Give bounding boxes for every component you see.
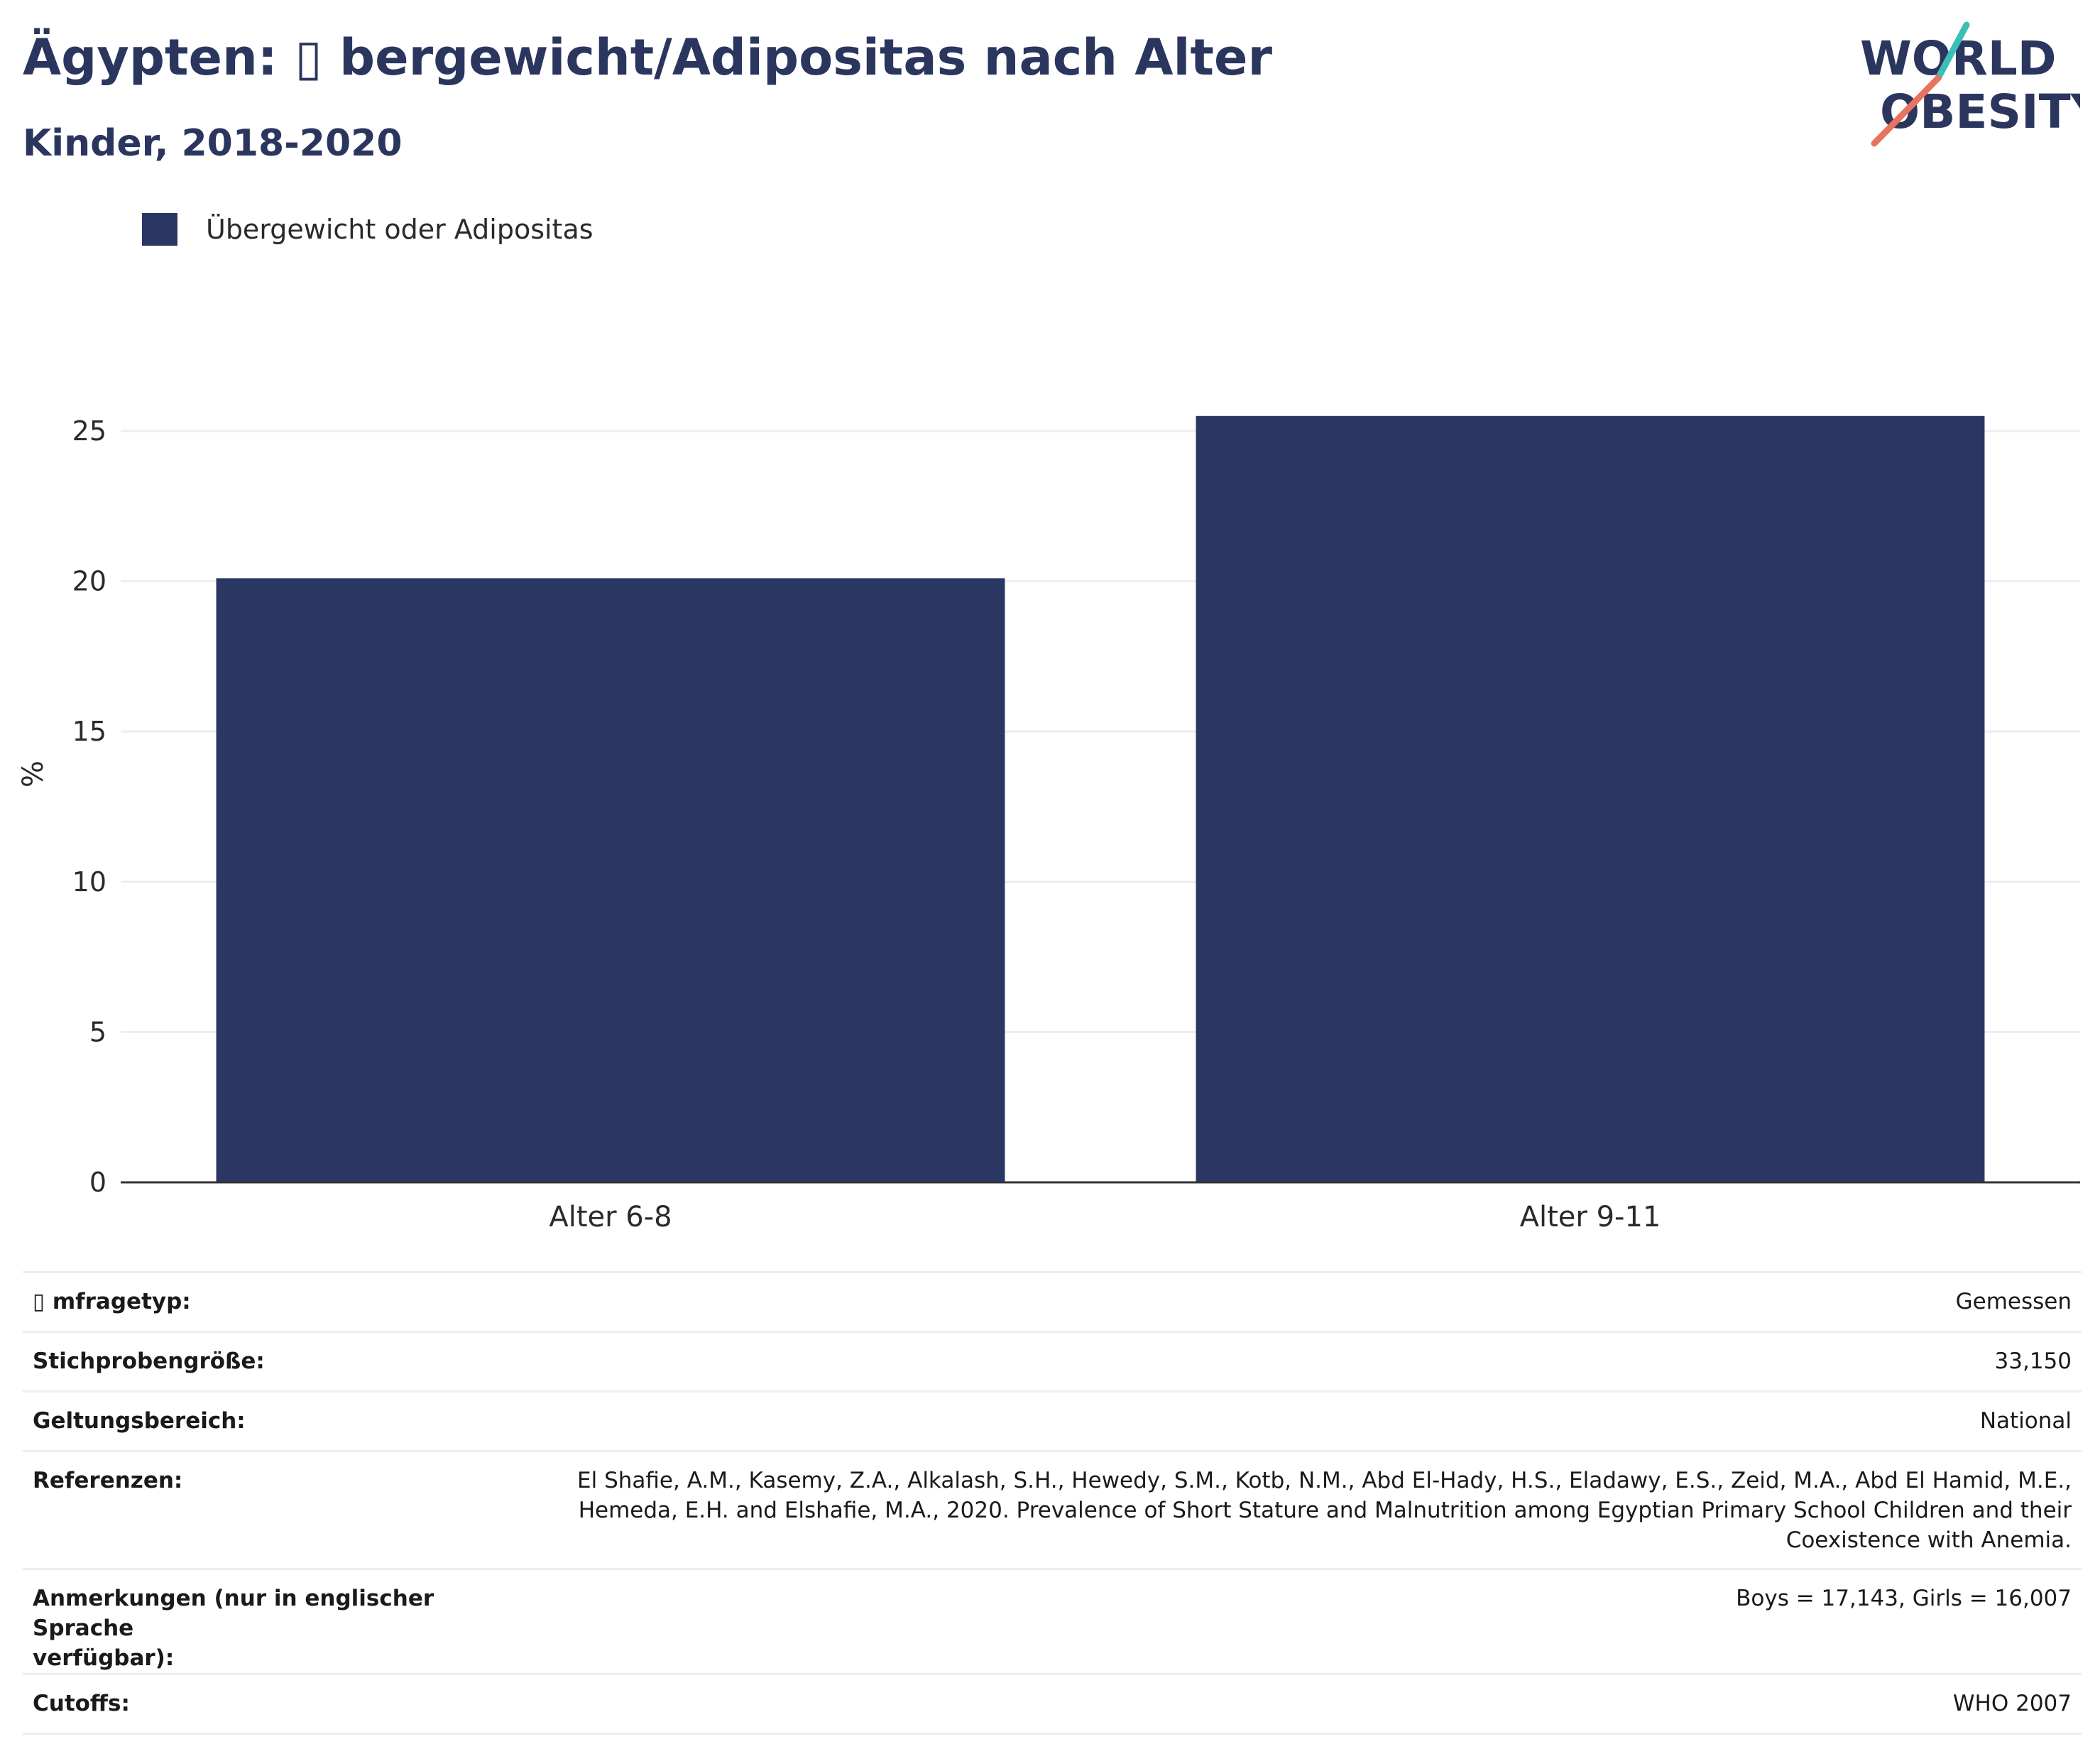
info-value-line: WHO 2007 (1952, 1691, 2072, 1716)
info-key-line: ▯ mfragetyp: (33, 1289, 191, 1314)
info-value-line: Boys = 17,143, Girls = 16,007 (1736, 1586, 2072, 1611)
info-key-line: Anmerkungen (nur in englischer Sprache (33, 1586, 434, 1641)
info-key: Referenzen: (23, 1450, 532, 1569)
page-subtitle: Kinder, 2018-2020 (23, 122, 403, 165)
info-value-line: Hemeda, E.H. and Elshafie, M.A., 2020. P… (578, 1498, 2072, 1523)
chart-legend: Übergewicht oder Adipositas (142, 213, 594, 246)
x-tick-label: Alter 6-8 (549, 1201, 672, 1233)
info-key: Geltungsbereich: (23, 1390, 532, 1451)
info-key-line: Stichprobengröße: (33, 1348, 265, 1374)
logo-slash-teal (1935, 21, 1970, 82)
info-value: El Shafie, A.M., Kasemy, Z.A., Alkalash,… (532, 1450, 2082, 1569)
info-row: Referenzen: El Shafie, A.M., Kasemy, Z.A.… (23, 1450, 2082, 1569)
logo-text-obesity: OBESITY (1880, 85, 2080, 139)
info-key: ▯ mfragetyp: (23, 1271, 532, 1332)
info-row: Cutoffs: WHO 2007 (23, 1673, 2082, 1735)
info-value: 33,150 (532, 1331, 2082, 1392)
info-row: ▯ mfragetyp: Gemessen (23, 1271, 2082, 1332)
info-key-line: verfügbar): (33, 1645, 175, 1671)
y-tick-label: 25 (72, 415, 106, 447)
info-key: Cutoffs: (23, 1673, 532, 1735)
info-value-line: Coexistence with Anemia. (1785, 1527, 2072, 1553)
bar (1196, 415, 1985, 1182)
info-table: ▯ mfragetyp: Gemessen Stichprobengröße: 33,… (23, 1271, 2082, 1735)
world-obesity-logo: WORLD OBESITY (1860, 21, 2080, 147)
y-tick-label: 15 (72, 716, 106, 747)
y-tick-label: 5 (89, 1016, 106, 1047)
info-key: Stichprobengröße: (23, 1331, 532, 1392)
info-key-line: Geltungsbereich: (33, 1408, 246, 1434)
info-row: Stichprobengröße: 33,150 (23, 1331, 2082, 1392)
info-row: Geltungsbereich: National (23, 1390, 2082, 1451)
info-value: National (532, 1390, 2082, 1451)
info-value: Gemessen (532, 1271, 2082, 1332)
bar-chart: 0 5 10 15 20 25 Alter 6-8 Alter 9-11% (17, 415, 2080, 1233)
info-key-line: Referenzen: (33, 1468, 183, 1493)
legend-label: Übergewicht oder Adipositas (206, 214, 594, 245)
info-key-line: Cutoffs: (33, 1691, 130, 1716)
info-value-line: El Shafie, A.M., Kasemy, Z.A., Alkalash,… (577, 1468, 2072, 1493)
info-value-line: Gemessen (1955, 1289, 2072, 1314)
y-tick-label: 20 (72, 566, 106, 597)
info-value-line: National (1979, 1408, 2072, 1434)
x-tick-label: Alter 9-11 (1520, 1201, 1661, 1233)
info-value-line: 33,150 (1994, 1348, 2072, 1374)
logo-slash-coral (1871, 75, 1942, 147)
info-value: WHO 2007 (532, 1673, 2082, 1735)
y-tick-label: 10 (72, 866, 106, 898)
page-title: Ägypten: ▯ bergewicht/Adipositas nach Al… (23, 28, 1273, 87)
info-value: Boys = 17,143, Girls = 16,007 (532, 1568, 2082, 1674)
info-row: Anmerkungen (nur in englischer Sprache ve… (23, 1568, 2082, 1674)
y-tick-label: 0 (89, 1167, 106, 1198)
legend-swatch (142, 213, 177, 246)
info-key: Anmerkungen (nur in englischer Sprache ve… (23, 1568, 532, 1674)
bar (216, 578, 1005, 1182)
y-axis-label: % (17, 761, 50, 788)
